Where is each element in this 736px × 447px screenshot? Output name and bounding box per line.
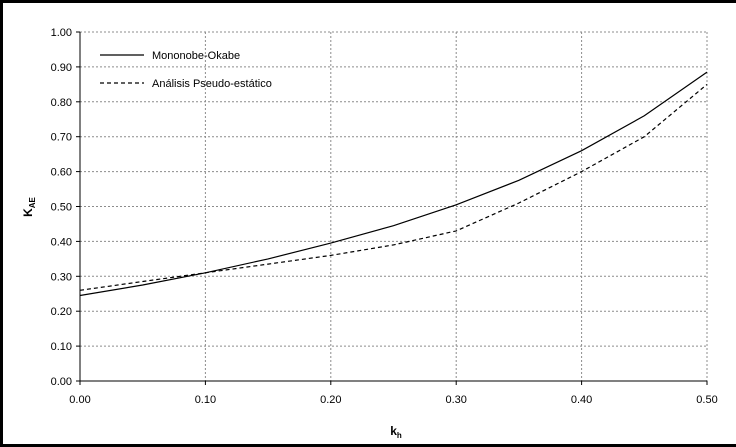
y-tick-label: 0.30 <box>51 271 72 283</box>
series-line-2 <box>79 83 708 291</box>
x-tick-label: 0.00 <box>69 394 90 406</box>
y-tick-label: 1.00 <box>51 27 72 39</box>
series-lines <box>79 71 708 297</box>
y-tick-label: 0.80 <box>51 97 72 109</box>
y-tick-label: 0.70 <box>51 132 72 144</box>
x-tick-labels: 0.00 0.10 0.20 0.30 0.40 0.50 <box>69 394 717 406</box>
x-tick-label: 0.20 <box>320 394 341 406</box>
axes <box>76 31 708 385</box>
x-tick-label: 0.40 <box>571 394 592 406</box>
x-tick-label: 0.30 <box>445 394 466 406</box>
legend: Mononobe-Okabe Análisis Pseudo-estático <box>100 50 272 90</box>
y-tick-label: 0.90 <box>51 62 72 74</box>
y-axis-label: KAE <box>21 196 37 216</box>
legend-label-2: Análisis Pseudo-estático <box>152 78 272 90</box>
x-tick-label: 0.50 <box>696 394 717 406</box>
x-tick-label: 0.10 <box>195 394 216 406</box>
y-tick-labels: 0.00 0.10 0.20 0.30 0.40 0.50 0.60 0.70 0.80 0.90… <box>51 27 72 388</box>
y-tick-label: 0.40 <box>51 236 72 248</box>
y-tick-label: 0.20 <box>51 306 72 318</box>
y-tick-label: 0.10 <box>51 341 72 353</box>
y-tick-label: 0.50 <box>51 202 72 214</box>
series-line-1 <box>79 71 708 297</box>
y-tick-label: 0.60 <box>51 167 72 179</box>
legend-label-1: Mononobe-Okabe <box>152 50 240 62</box>
y-tick-label: 0.00 <box>51 376 72 388</box>
x-axis-label: kh <box>390 424 402 440</box>
